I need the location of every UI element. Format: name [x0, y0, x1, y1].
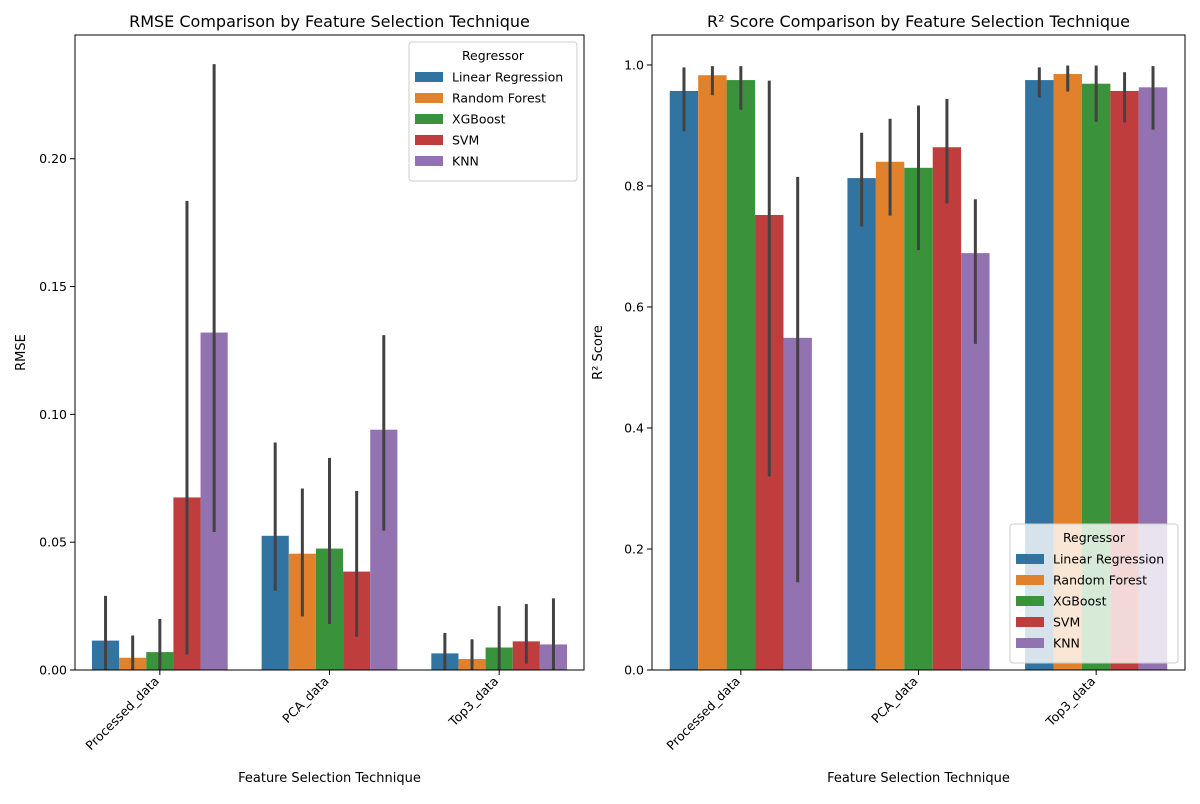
- legend-entry: KNN: [1053, 636, 1080, 651]
- bar-0-0: [669, 90, 699, 671]
- r2-chart: 0.0 0.2 0.4 0.6 0.8 1.0 Processed_data PCA_data…: [591, 12, 1186, 786]
- y-tick-label: 0.10: [39, 407, 67, 422]
- y-tick-label: 0.2: [624, 541, 644, 556]
- legend-title: Regressor: [1063, 530, 1126, 545]
- x-tick-label: Processed_data: [663, 674, 743, 754]
- bar-0-2: [726, 80, 756, 670]
- bar-1-2: [904, 167, 933, 671]
- legend-swatch: [1016, 575, 1044, 585]
- legend-swatch: [1016, 596, 1044, 606]
- x-tick-label: Top3_data: [1042, 674, 1098, 730]
- x-tick-label: Top3_data: [445, 674, 501, 730]
- legend-entry: KNN: [452, 154, 479, 169]
- y-axis-label: RMSE: [14, 334, 29, 371]
- bar-1-0: [847, 178, 876, 670]
- legend-box: [408, 41, 578, 182]
- legend-swatch: [1016, 638, 1044, 648]
- y-tick-label: 0.4: [624, 420, 644, 435]
- x-axis-label: Feature Selection Technique: [827, 771, 1010, 786]
- bar-1-3: [932, 147, 962, 670]
- legend-entry: Random Forest: [1053, 573, 1147, 588]
- chart-title: R² Score Comparison by Feature Selection…: [707, 12, 1130, 31]
- y-tick-label: 0.8: [624, 178, 644, 193]
- legend-entry: SVM: [1053, 615, 1080, 630]
- y-tick-label: 0.20: [39, 151, 67, 166]
- legend-entry: XGBoost: [452, 112, 506, 127]
- legend-title: Regressor: [462, 48, 525, 63]
- legend: Regressor Linear Regression Random Forest X…: [1009, 523, 1179, 664]
- y-tick-label: 0.05: [39, 535, 67, 550]
- legend-entry: SVM: [452, 133, 479, 148]
- chart-title: RMSE Comparison by Feature Selection Tec…: [129, 12, 530, 31]
- y-axis-label: R² Score: [591, 325, 606, 380]
- legend-swatch: [415, 114, 443, 124]
- bar-1-1: [875, 161, 905, 670]
- y-tick-label: 1.0: [624, 57, 644, 72]
- legend-swatch: [1016, 617, 1044, 627]
- y-tick-label: 0.00: [39, 663, 67, 678]
- y-tick-label: 0.6: [624, 299, 644, 314]
- legend-box: [1009, 523, 1179, 664]
- legend-swatch: [1016, 554, 1044, 564]
- y-tick-label: 0.15: [39, 279, 67, 294]
- legend-swatch: [415, 93, 443, 103]
- x-tick-label: Processed_data: [82, 674, 162, 754]
- legend-entry: Linear Regression: [1053, 552, 1164, 567]
- legend-swatch: [415, 135, 443, 145]
- legend-swatch: [415, 156, 443, 166]
- x-tick-label: PCA_data: [868, 674, 920, 726]
- rmse-chart: 0.00 0.05 0.10 0.15 0.20 Processed_data PCA_da…: [14, 12, 585, 786]
- x-axis-label: Feature Selection Technique: [238, 771, 421, 786]
- legend-swatch: [415, 72, 443, 82]
- legend: Regressor Linear Regression Random Forest X…: [408, 41, 578, 182]
- y-tick-label: 0.0: [624, 663, 644, 678]
- legend-entry: XGBoost: [1053, 594, 1107, 609]
- x-tick-label: PCA_data: [279, 674, 331, 726]
- legend-entry: Random Forest: [452, 91, 546, 106]
- bar-0-1: [698, 75, 727, 670]
- legend-entry: Linear Regression: [452, 70, 563, 85]
